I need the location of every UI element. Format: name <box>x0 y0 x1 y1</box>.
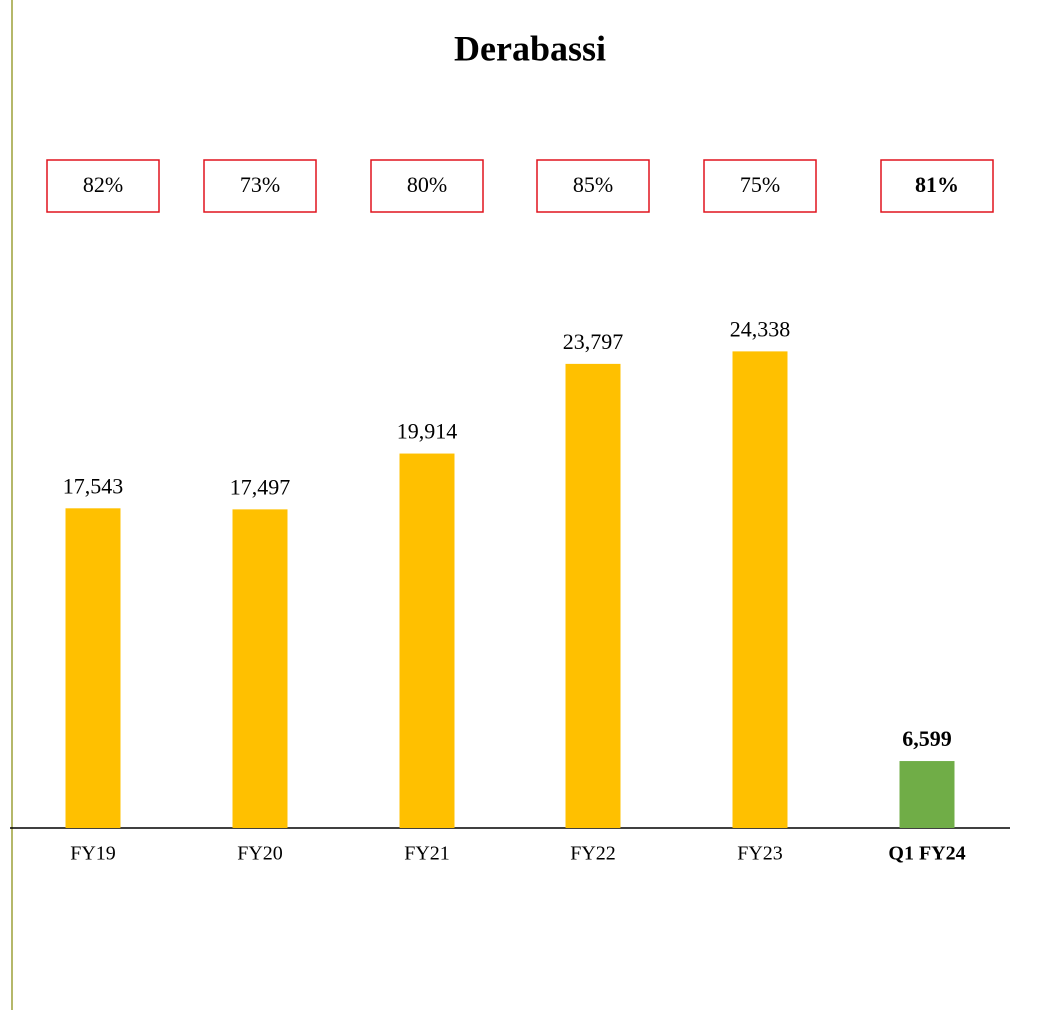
annotation-box <box>536 159 650 213</box>
bar <box>65 508 121 828</box>
data-label: 23,797 <box>563 329 624 354</box>
x-tick-label: FY22 <box>570 843 616 865</box>
annotation: 80% <box>407 172 447 197</box>
chart-title: Derabassi <box>454 28 606 68</box>
bar <box>399 453 455 828</box>
x-tick-label: FY19 <box>70 843 116 865</box>
annotation: 85% <box>573 172 613 197</box>
x-tick-label: FY23 <box>737 843 783 865</box>
data-label: 19,914 <box>397 419 458 444</box>
bar <box>232 509 288 828</box>
annotation: 75% <box>740 172 780 197</box>
bar <box>732 351 788 828</box>
annotation: 73% <box>240 172 280 197</box>
data-label: 17,543 <box>63 473 124 498</box>
annotation-box <box>703 159 817 213</box>
data-label: 24,338 <box>730 316 791 341</box>
annotation-box <box>203 159 317 213</box>
annotation-box <box>370 159 484 213</box>
bar <box>899 761 955 828</box>
x-tick-label: FY20 <box>237 843 283 865</box>
annotation-box <box>46 159 160 213</box>
data-label: 17,497 <box>230 474 291 499</box>
annotation-box <box>880 159 994 213</box>
annotation: 81% <box>915 172 959 197</box>
data-label: 6,599 <box>902 726 952 751</box>
annotation: 82% <box>83 172 123 197</box>
bar <box>565 363 621 828</box>
x-tick-label: Q1 FY24 <box>888 843 965 865</box>
x-tick-label: FY21 <box>404 843 450 865</box>
